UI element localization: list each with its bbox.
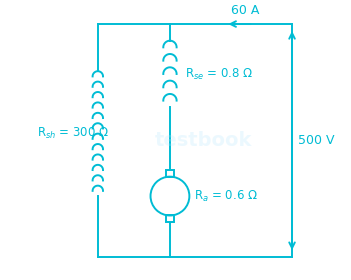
Bar	[166, 215, 174, 223]
Bar	[166, 170, 174, 178]
Text: 500 V: 500 V	[298, 134, 334, 147]
Text: R$_{sh}$ = 300 Ω: R$_{sh}$ = 300 Ω	[37, 126, 109, 141]
Text: R$_{a}$ = 0.6 Ω: R$_{a}$ = 0.6 Ω	[193, 188, 258, 204]
Text: R$_{se}$ = 0.8 Ω: R$_{se}$ = 0.8 Ω	[185, 66, 253, 81]
Text: testbook: testbook	[154, 131, 252, 150]
Text: 60 A: 60 A	[231, 4, 259, 17]
